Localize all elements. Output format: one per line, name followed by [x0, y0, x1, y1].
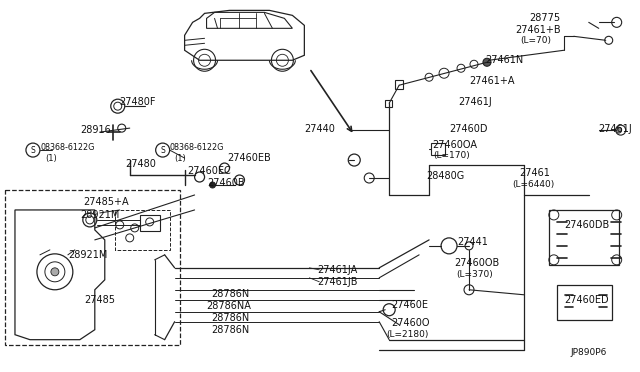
Text: JP890P6: JP890P6: [571, 348, 607, 357]
Bar: [557, 285, 612, 320]
Text: (L=370): (L=370): [456, 270, 493, 279]
Text: 27461+A: 27461+A: [469, 76, 515, 86]
Bar: [385, 100, 392, 107]
Text: 28786N: 28786N: [212, 325, 250, 335]
Text: 27460OB: 27460OB: [454, 258, 499, 268]
Text: 28786N: 28786N: [212, 313, 250, 323]
Text: 27460E: 27460E: [391, 300, 428, 310]
Bar: [395, 80, 403, 89]
Text: 28786NA: 28786NA: [207, 301, 252, 311]
Text: 08368-6122G: 08368-6122G: [41, 143, 95, 152]
Text: 27460EB: 27460EB: [227, 153, 271, 163]
Text: 27461N: 27461N: [485, 55, 524, 65]
Circle shape: [51, 268, 59, 276]
Text: S: S: [31, 145, 35, 155]
Text: 27460DB: 27460DB: [564, 220, 609, 230]
Text: 28775: 28775: [529, 13, 560, 23]
Text: 27460EC: 27460EC: [188, 166, 231, 176]
Text: 27460B: 27460B: [207, 178, 245, 188]
Bar: [5, 190, 180, 345]
Text: 27461J: 27461J: [458, 97, 492, 107]
Text: 27461: 27461: [519, 168, 550, 178]
Text: (L=70): (L=70): [520, 36, 551, 45]
Text: 28921M: 28921M: [68, 250, 108, 260]
Text: 27485: 27485: [84, 295, 115, 305]
Text: 27460ED: 27460ED: [564, 295, 609, 305]
Text: 27460OA: 27460OA: [432, 140, 477, 150]
Bar: [549, 210, 619, 265]
Text: 27440: 27440: [305, 124, 335, 134]
Text: 28480G: 28480G: [426, 171, 465, 181]
Text: 28916: 28916: [80, 125, 111, 135]
Text: 08368-6122G: 08368-6122G: [170, 143, 224, 152]
Text: 27480F: 27480F: [120, 97, 156, 107]
Text: 27460D: 27460D: [449, 124, 488, 134]
Circle shape: [483, 58, 491, 66]
Text: S: S: [160, 145, 165, 155]
Text: 28921M: 28921M: [80, 210, 119, 220]
Circle shape: [616, 127, 621, 133]
Text: (1): (1): [45, 154, 57, 163]
Text: 27461JB: 27461JB: [317, 277, 358, 287]
Text: (1): (1): [175, 154, 186, 163]
Text: 27461J: 27461J: [599, 124, 632, 134]
Bar: [115, 210, 170, 250]
Text: 27480: 27480: [125, 159, 157, 169]
Text: (L=6440): (L=6440): [512, 180, 554, 189]
Text: 27461JA: 27461JA: [317, 265, 358, 275]
Text: (L=2180): (L=2180): [386, 330, 429, 339]
Text: (L=170): (L=170): [433, 151, 470, 160]
Bar: [140, 215, 159, 231]
Circle shape: [209, 182, 216, 188]
Text: 27460O: 27460O: [391, 318, 429, 328]
Bar: [431, 143, 445, 155]
Text: 27461+B: 27461+B: [515, 25, 561, 35]
Text: 27485+A: 27485+A: [83, 197, 129, 207]
Text: 28786N: 28786N: [212, 289, 250, 299]
Text: 27441: 27441: [457, 237, 488, 247]
